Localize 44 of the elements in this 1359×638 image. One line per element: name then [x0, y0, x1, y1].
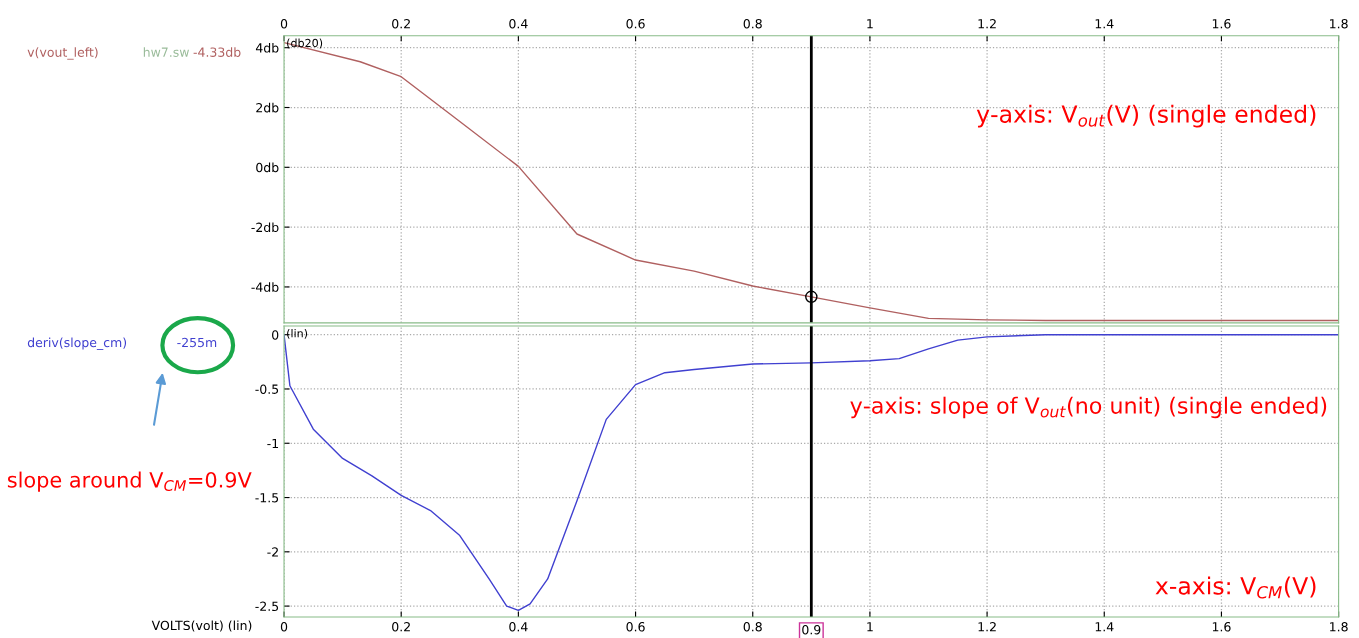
- y-axis-title: (db20): [287, 38, 323, 49]
- text: deriv(slope_cm): [27, 337, 127, 350]
- x-tick-label: 1.8: [1330, 18, 1348, 29]
- x-tick-label: 1.2: [978, 622, 996, 632]
- x-tick-label: 0.2: [392, 622, 410, 632]
- y-tick-label: -1: [267, 438, 279, 449]
- y-tick-label: 2db: [256, 102, 279, 113]
- ref-line-label: 0.9: [802, 625, 821, 635]
- x-tick-label: 0.8: [743, 622, 762, 632]
- text: -4.33db: [193, 47, 241, 57]
- y-axis-title: (lin): [287, 328, 308, 339]
- x-tick-label: 0.6: [626, 18, 645, 29]
- x-tick-label: 1: [867, 622, 873, 632]
- x-tick-label: 0.8: [743, 18, 762, 29]
- x-tick-label: 1.8: [1330, 622, 1348, 632]
- y-tick-label: -2: [267, 547, 278, 557]
- x-tick-label: 0.2: [392, 18, 410, 29]
- y-tick-label: -4db: [251, 282, 279, 292]
- y-tick-label: 0: [272, 330, 279, 340]
- y-tick-label: -0.5: [255, 384, 279, 394]
- x-tick-label: 1: [867, 19, 873, 29]
- x-tick-label: 0.4: [509, 622, 528, 632]
- text: v(vout_left): [27, 47, 98, 60]
- x-tick-label: 0.6: [626, 622, 645, 632]
- y-tick-label: 4db: [255, 42, 279, 53]
- y-tick-label: -2db: [251, 222, 279, 233]
- y-tick-label: -2.5: [255, 601, 279, 612]
- x-tick-label: 1.4: [1095, 19, 1114, 29]
- annotation: y-axis: slope of V$_{out}$(no unit) (single ended): [850, 396, 1327, 419]
- text: hw7.sw: [143, 47, 189, 57]
- x-tick-label: 1.6: [1212, 622, 1231, 632]
- annotation: x-axis: V$_{CM}$(V): [1155, 576, 1316, 599]
- x-tick-label: 0: [280, 622, 288, 632]
- x-axis-title: VOLTS(volt) (lin): [151, 620, 252, 632]
- x-tick-label: 0.4: [509, 18, 528, 29]
- x-tick-label: 1.6: [1212, 18, 1231, 29]
- x-tick-label: 1.2: [978, 18, 996, 29]
- text: slope around V$_{CM}$=0.9V: [7, 471, 252, 492]
- y-tick-label: 0db: [256, 162, 279, 173]
- annotation: y-axis: V$_{out}$(V) (single ended): [976, 104, 1316, 128]
- x-tick-label: 1.4: [1095, 622, 1114, 632]
- x-tick-label: 0: [280, 18, 288, 29]
- y-tick-label: -1.5: [255, 493, 279, 503]
- text: -255m: [177, 337, 217, 348]
